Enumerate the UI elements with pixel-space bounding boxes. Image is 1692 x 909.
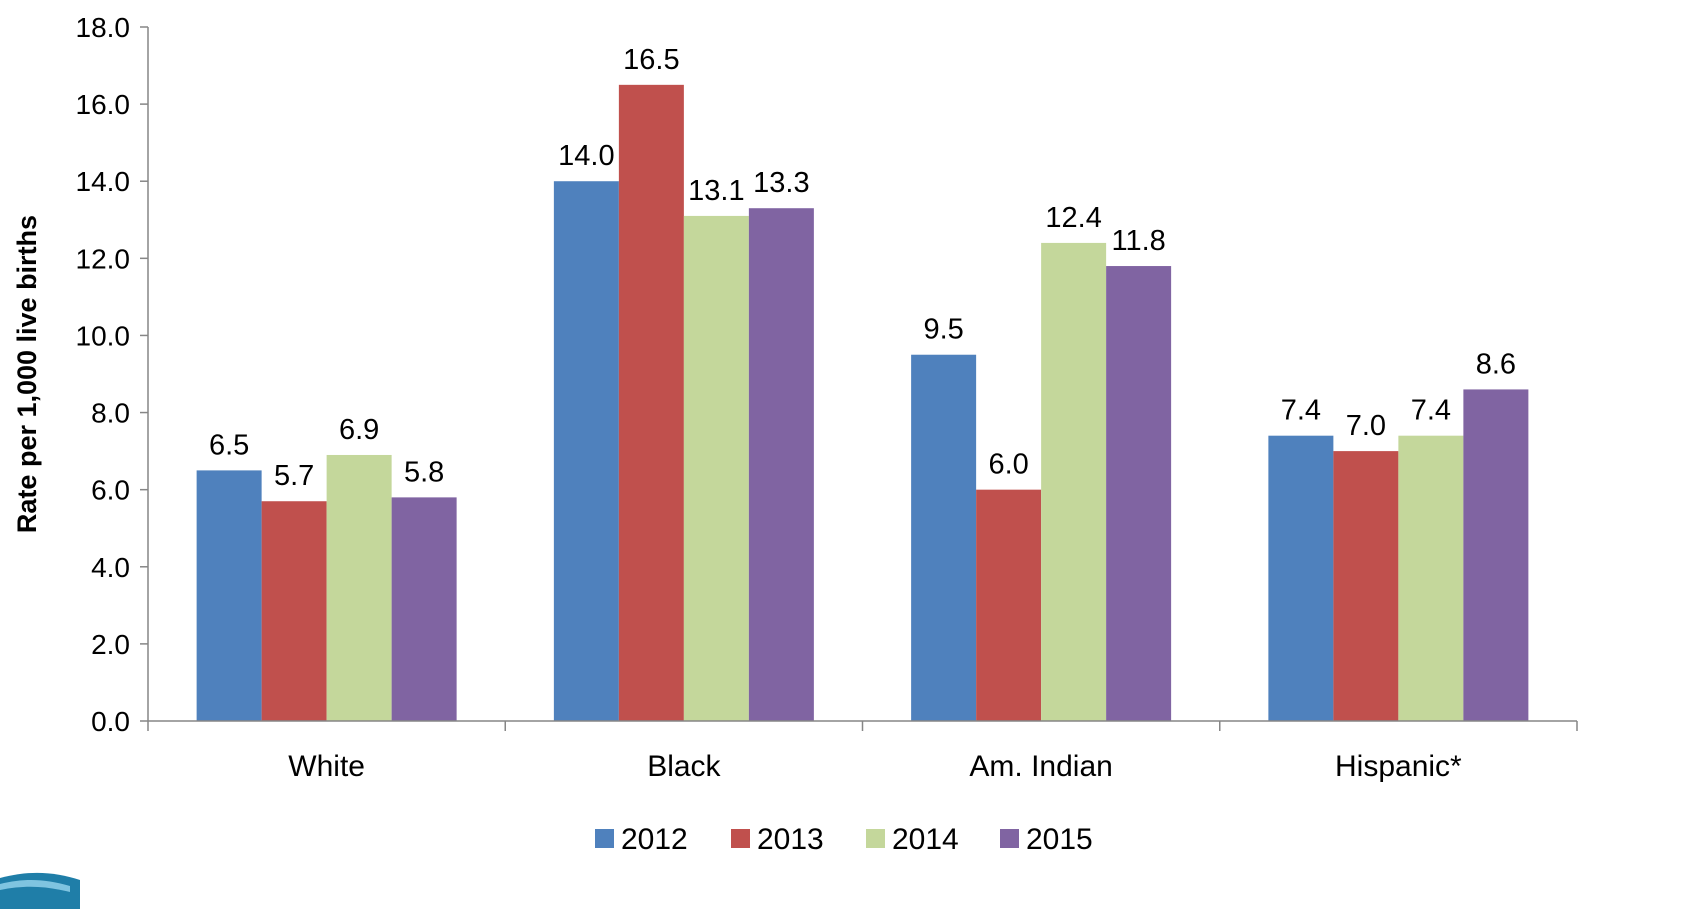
bar — [1268, 435, 1334, 721]
category-labels: White Black Am. Indian Hispanic* — [288, 750, 1462, 783]
legend-swatch — [731, 829, 750, 848]
y-tick-label: 14.0 — [76, 166, 131, 197]
decorative-swoosh-highlight — [0, 880, 70, 892]
data-label: 11.8 — [1111, 225, 1165, 257]
y-axis-title: Rate per 1,000 live births — [12, 215, 42, 533]
legend-label: 2013 — [757, 823, 824, 856]
data-label: 7.0 — [1346, 410, 1386, 442]
data-label: 6.5 — [209, 429, 249, 461]
data-label: 12.4 — [1045, 202, 1101, 234]
data-label: 5.8 — [404, 456, 444, 488]
y-tick-label: 12.0 — [76, 243, 131, 274]
y-tick-label: 0.0 — [91, 706, 130, 737]
category-label: Am. Indian — [969, 750, 1112, 783]
data-label: 7.4 — [1281, 395, 1321, 427]
bar — [1463, 389, 1529, 721]
y-tick-label: 18.0 — [76, 12, 131, 43]
legend-label: 2012 — [621, 823, 688, 856]
bar — [391, 497, 457, 721]
y-axis-ticks: 0.0 2.0 4.0 6.0 8.0 10.0 12.0 14.0 16.0 18.0 — [76, 12, 148, 737]
bar — [553, 181, 619, 721]
legend-swatch — [1000, 829, 1019, 848]
data-label: 14.0 — [558, 140, 614, 172]
bar — [1041, 242, 1107, 721]
data-label: 8.6 — [1476, 348, 1516, 380]
data-label: 16.5 — [623, 44, 679, 76]
legend-swatch — [595, 829, 614, 848]
y-tick-label: 2.0 — [91, 629, 130, 660]
bar — [1398, 435, 1464, 721]
data-label: 13.3 — [753, 167, 809, 199]
y-tick-label: 8.0 — [91, 398, 130, 429]
legend-label: 2015 — [1026, 823, 1093, 856]
category-label: White — [288, 750, 365, 783]
legend-label: 2014 — [892, 823, 959, 856]
y-tick-label: 6.0 — [91, 475, 130, 506]
data-label: 7.4 — [1411, 395, 1451, 427]
bar — [1106, 266, 1172, 721]
axes — [147, 27, 1578, 731]
legend: 2012 2013 2014 2015 — [595, 823, 1093, 856]
bar — [618, 84, 684, 722]
bar — [326, 454, 392, 721]
bar — [196, 470, 262, 721]
legend-swatch — [866, 829, 885, 848]
data-label: 6.0 — [988, 449, 1028, 481]
bars — [196, 84, 1529, 722]
bar — [748, 208, 814, 721]
data-labels: 6.5 5.7 6.9 5.8 14.0 16.5 13.1 13.3 9.5 6.0 12.4 11… — [209, 44, 1516, 492]
bar — [911, 354, 977, 721]
data-label: 9.5 — [923, 314, 963, 346]
bar — [976, 489, 1042, 721]
data-label: 13.1 — [688, 175, 744, 207]
data-label: 6.9 — [339, 414, 379, 446]
bar — [1333, 451, 1399, 721]
y-tick-label: 16.0 — [76, 89, 131, 120]
data-label: 5.7 — [274, 460, 314, 492]
bar — [683, 215, 749, 721]
bar — [261, 501, 327, 721]
y-axis-title-group: Rate per 1,000 live births — [12, 215, 42, 533]
category-label: Black — [647, 750, 721, 783]
y-tick-label: 10.0 — [76, 320, 131, 351]
y-tick-label: 4.0 — [91, 552, 130, 583]
category-label: Hispanic* — [1335, 750, 1462, 783]
